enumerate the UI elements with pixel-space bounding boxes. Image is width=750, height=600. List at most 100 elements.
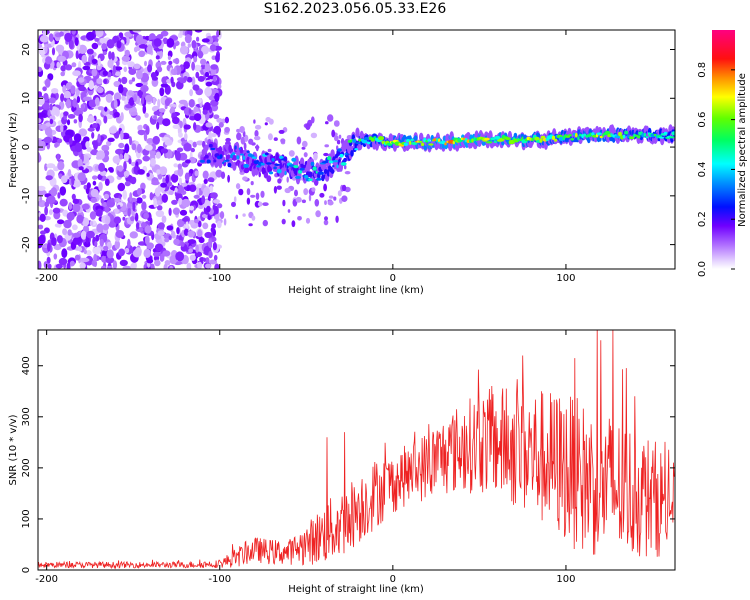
noise-blob xyxy=(130,176,137,185)
ridge-core xyxy=(236,155,240,160)
noise-blob xyxy=(203,187,211,196)
ridge-core xyxy=(352,139,357,143)
ridge-core xyxy=(340,162,347,166)
noise-blob xyxy=(102,51,108,56)
noise-blob xyxy=(123,66,128,73)
ridge-core xyxy=(658,136,665,139)
noise-blob xyxy=(159,87,165,97)
ridge-core xyxy=(332,160,339,163)
noise-blob xyxy=(179,30,183,36)
ridge-body xyxy=(323,168,328,175)
ridge-body xyxy=(330,169,335,174)
noise-blob xyxy=(140,221,147,228)
bottom-xtick-label: -100 xyxy=(208,574,231,585)
noise-blob xyxy=(157,230,165,237)
noise-blob xyxy=(127,91,135,96)
ridge-core xyxy=(539,138,543,143)
noise-blob xyxy=(68,137,73,145)
noise-blob xyxy=(242,213,246,217)
noise-blob xyxy=(90,197,98,203)
noise-blob xyxy=(333,120,340,127)
noise-blob xyxy=(174,57,180,65)
noise-blob xyxy=(68,39,74,49)
noise-blob xyxy=(188,219,196,226)
noise-blob xyxy=(303,188,309,196)
noise-blob xyxy=(170,173,179,183)
ridge-core xyxy=(624,130,629,135)
noise-blob xyxy=(103,115,108,124)
ridge-core xyxy=(610,133,613,137)
noise-blob xyxy=(87,127,95,132)
noise-blob xyxy=(89,220,94,226)
noise-blob xyxy=(38,112,47,118)
noise-blob xyxy=(336,139,341,145)
ridge-core xyxy=(622,134,626,139)
noise-blob xyxy=(266,175,272,183)
top-ytick-label: 0 xyxy=(21,144,32,150)
noise-blob xyxy=(49,97,56,104)
noise-blob xyxy=(206,205,211,213)
ridge-core xyxy=(409,140,412,145)
noise-blob xyxy=(176,147,184,153)
noise-blob xyxy=(187,230,195,238)
noise-blob xyxy=(161,193,168,203)
colorbar-tick-label: 0.2 xyxy=(697,211,708,227)
noise-blob xyxy=(341,184,347,192)
ridge-core xyxy=(583,133,587,137)
ridge-core xyxy=(288,164,295,168)
noise-blob xyxy=(154,259,161,267)
noise-blob xyxy=(194,64,202,72)
noise-blob xyxy=(305,123,311,130)
noise-blob xyxy=(67,169,72,177)
noise-blob xyxy=(152,96,156,106)
noise-blob xyxy=(80,257,90,263)
noise-blob xyxy=(91,58,98,65)
noise-blob xyxy=(136,70,143,80)
noise-blob xyxy=(184,34,192,44)
ridge-core xyxy=(234,145,237,150)
noise-blob xyxy=(143,248,151,258)
noise-blob xyxy=(51,47,56,56)
noise-blob xyxy=(295,196,302,203)
colorbar-tick-label: 0.0 xyxy=(697,261,708,277)
noise-blob xyxy=(38,234,46,245)
noise-blob xyxy=(78,85,86,92)
noise-blob xyxy=(315,210,321,218)
noise-blob xyxy=(134,212,139,222)
noise-blob xyxy=(334,135,339,142)
ridge-core xyxy=(471,138,474,143)
noise-blob xyxy=(46,163,56,169)
noise-blob xyxy=(248,138,254,145)
noise-blob xyxy=(39,213,46,222)
noise-blob xyxy=(313,152,318,161)
noise-blob xyxy=(91,42,99,50)
noise-blob xyxy=(202,109,208,115)
noise-blob xyxy=(208,250,213,259)
noise-blob xyxy=(180,241,185,247)
noise-blob xyxy=(53,253,58,260)
noise-blob xyxy=(213,125,222,135)
noise-blob xyxy=(250,181,254,186)
noise-blob xyxy=(225,137,231,142)
noise-blob xyxy=(134,165,138,172)
noise-blob xyxy=(254,124,262,130)
noise-blob xyxy=(132,201,136,212)
ridge-core xyxy=(427,138,431,142)
noise-blob xyxy=(218,122,224,128)
noise-blob xyxy=(208,131,213,140)
ridge-core xyxy=(312,166,317,171)
ridge-core xyxy=(438,138,441,143)
ridge-core xyxy=(570,138,575,141)
ridge-core xyxy=(596,132,602,136)
noise-blob xyxy=(160,182,168,188)
noise-blob xyxy=(74,254,81,261)
ridge-core xyxy=(484,137,490,141)
ridge-core xyxy=(291,157,297,162)
noise-blob xyxy=(100,198,105,204)
noise-blob xyxy=(338,134,342,139)
noise-blob xyxy=(201,45,210,55)
noise-blob xyxy=(215,169,223,178)
noise-blob xyxy=(164,84,171,95)
noise-blob xyxy=(89,211,97,220)
ridge-core xyxy=(618,131,622,137)
